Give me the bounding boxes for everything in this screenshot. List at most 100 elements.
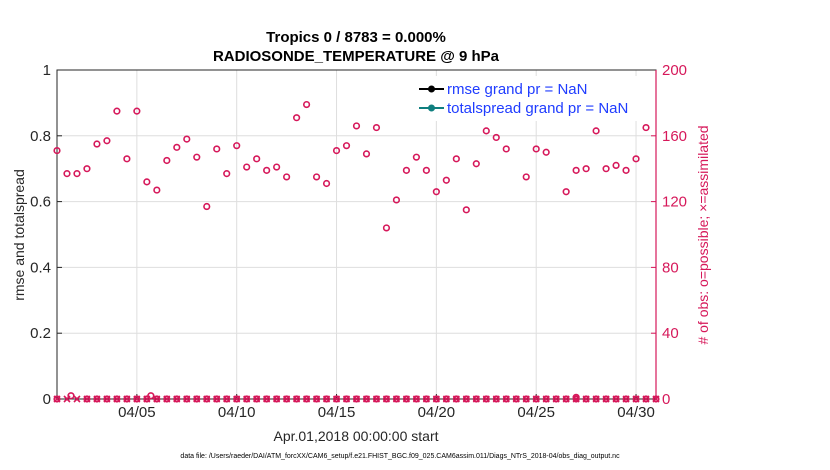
possible-obs-point <box>472 160 480 168</box>
possible-obs-point <box>542 148 550 156</box>
possible-obs-point <box>572 166 580 174</box>
assimilated-obs-point <box>432 395 440 403</box>
possible-obs-point <box>622 166 630 174</box>
possible-obs-point <box>73 170 81 178</box>
possible-obs-point-zero <box>652 395 660 403</box>
possible-obs-point <box>223 170 231 178</box>
possible-obs-point-low <box>147 392 155 400</box>
possible-obs-point <box>562 188 570 196</box>
assimilated-obs-point <box>93 395 101 403</box>
y-tick-label-left: 0.4 <box>30 259 51 276</box>
possible-obs-point-zero <box>402 395 411 403</box>
possible-obs-point-zero <box>542 395 550 403</box>
chart-title-line1: Tropics 0 / 8783 = 0.000% <box>266 29 446 46</box>
possible-obs-point <box>183 135 191 143</box>
possible-obs-point-zero <box>382 395 391 403</box>
possible-obs-point <box>642 123 650 132</box>
x-tick-label: 04/10 <box>218 404 256 421</box>
assimilated-obs-point <box>223 395 231 403</box>
assimilated-obs-point <box>442 395 450 403</box>
assimilated-obs-point <box>452 395 460 403</box>
possible-obs-point-zero <box>602 395 610 403</box>
possible-obs-point <box>522 173 530 181</box>
assimilated-obs-point <box>113 395 121 403</box>
possible-obs-point-zero <box>492 395 500 403</box>
possible-obs-point-zero <box>293 395 301 403</box>
possible-obs-point <box>452 155 460 163</box>
possible-obs-point-zero <box>352 395 361 403</box>
data-marks <box>53 100 660 403</box>
possible-obs-point <box>63 170 71 178</box>
possible-obs-point-zero <box>392 395 401 403</box>
assimilated-obs-point <box>83 395 91 403</box>
assimilated-obs-point <box>173 395 181 403</box>
possible-obs-point <box>302 100 311 109</box>
assimilated-obs-point <box>123 395 131 403</box>
assimilated-obs-point <box>482 395 490 403</box>
assimilated-obs-point <box>552 395 560 403</box>
assimilated-obs-point <box>322 395 331 403</box>
possible-obs-point-zero <box>442 395 450 403</box>
possible-obs-point-zero <box>113 395 121 403</box>
possible-obs-point <box>113 107 121 115</box>
possible-obs-point <box>442 176 450 184</box>
assimilated-obs-point <box>342 395 351 403</box>
assimilated-obs-point <box>303 395 311 403</box>
possible-obs-point-zero <box>362 395 371 403</box>
possible-obs-point-zero <box>322 395 331 403</box>
y-tick-label-right: 80 <box>662 259 679 276</box>
possible-obs-point-zero <box>283 395 291 403</box>
legend: rmse grand pr = NaN totalspread grand pr… <box>413 76 649 121</box>
assimilated-obs-point <box>362 395 371 403</box>
assimilated-obs-point <box>313 395 321 403</box>
possible-obs-point-zero <box>412 395 421 403</box>
possible-obs-point <box>492 133 500 142</box>
assimilated-obs-point <box>592 395 600 403</box>
y-tick-label-left: 0.2 <box>30 325 51 342</box>
possible-obs-point <box>243 163 251 171</box>
possible-obs-point-zero <box>422 395 430 403</box>
possible-obs-point <box>482 127 490 135</box>
y-axis-label-right: # of obs: o=possible; ×=assimilated <box>695 125 711 344</box>
possible-obs-point-zero <box>93 395 101 403</box>
assimilated-obs-point <box>53 395 61 403</box>
possible-obs-point <box>462 206 470 214</box>
possible-obs-point-low <box>572 393 580 401</box>
legend-box <box>413 76 649 121</box>
assimilated-obs-point <box>522 395 530 403</box>
possible-obs-point-zero <box>213 395 221 403</box>
possible-obs-point-zero <box>263 395 271 403</box>
possible-obs-point-zero <box>512 395 520 403</box>
assimilated-obs-point <box>582 395 590 403</box>
possible-obs-point <box>203 202 211 211</box>
possible-obs-point-zero <box>163 395 171 403</box>
assimilated-obs-point <box>183 395 191 403</box>
chart-title-line2: RADIOSONDE_TEMPERATURE @ 9 hPa <box>213 48 500 65</box>
assimilated-obs-point <box>532 395 540 403</box>
possible-obs-point-zero <box>183 395 191 403</box>
possible-obs-point <box>322 179 331 188</box>
possible-obs-point-zero <box>642 395 650 403</box>
possible-obs-point-zero <box>502 395 510 403</box>
possible-obs-point <box>342 142 351 150</box>
possible-obs-point <box>53 147 61 155</box>
possible-obs-point <box>412 153 421 161</box>
possible-obs-point-zero <box>482 395 490 403</box>
assimilated-obs-point <box>243 395 251 403</box>
possible-obs-point-zero <box>103 395 111 403</box>
possible-obs-point-zero <box>243 395 251 403</box>
possible-obs-point-zero <box>273 395 281 403</box>
possible-obs-point <box>213 145 221 153</box>
legend-totalspread-label: totalspread grand pr = NaN <box>447 100 628 117</box>
possible-obs-point-zero <box>253 395 261 403</box>
assimilated-obs-point <box>462 395 470 403</box>
possible-obs-point-zero <box>462 395 470 403</box>
assimilated-obs-point <box>502 395 510 403</box>
possible-obs-point <box>352 122 361 130</box>
assimilated-obs-point <box>213 395 221 403</box>
assimilated-obs-point <box>103 395 111 403</box>
possible-obs-point <box>193 153 201 161</box>
data-file-footnote: data file: /Users/raeder/DAI/ATM_forcXX/… <box>180 453 620 460</box>
assimilated-obs-point <box>63 395 71 403</box>
possible-obs-point <box>273 163 281 171</box>
